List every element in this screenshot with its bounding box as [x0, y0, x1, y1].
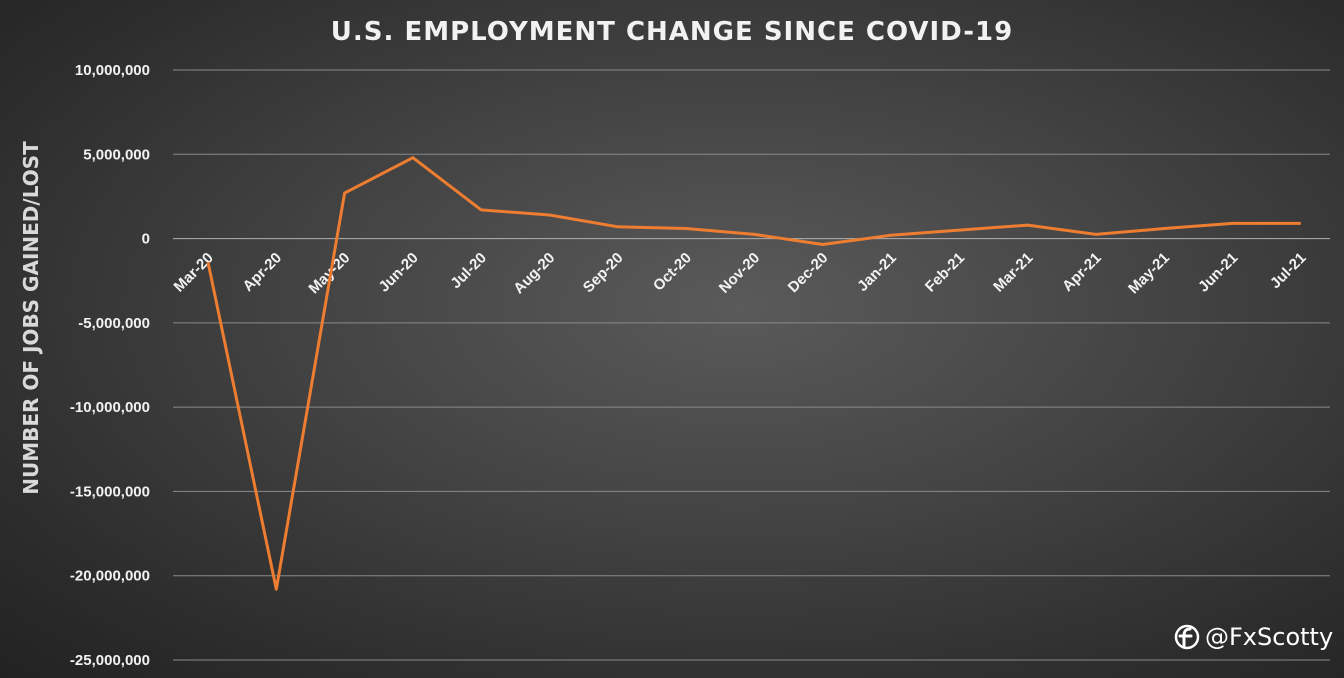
fx-logo-icon: [1174, 624, 1200, 650]
gridlines: [173, 69, 1330, 661]
y-tick-label: 0: [142, 231, 150, 248]
y-tick-label: -5,000,000: [78, 315, 150, 332]
x-tick-label: Mar-21: [990, 249, 1036, 295]
watermark-text: @FxScotty: [1205, 623, 1333, 651]
x-tick-label: May-21: [1125, 249, 1173, 297]
y-tick-label: 5,000,000: [83, 146, 150, 163]
series-layer: [206, 156, 1301, 591]
y-tick-label: -10,000,000: [70, 399, 150, 416]
chart-title: U.S. EMPLOYMENT CHANGE SINCE COVID-19: [331, 17, 1013, 47]
x-tick-label: Feb-21: [922, 249, 968, 295]
x-tick-label: Sep-20: [580, 249, 627, 296]
y-tick-label: 10,000,000: [75, 62, 150, 79]
watermark: @FxScotty: [1174, 623, 1333, 651]
x-tick-label: Dec-20: [785, 249, 832, 296]
x-tick-label: Jul-20: [447, 249, 490, 292]
y-axis-label: NUMBER OF JOBS GAINED/LOST: [19, 141, 43, 495]
y-tick-label: -25,000,000: [70, 652, 150, 669]
x-tick-label: Apr-21: [1059, 249, 1105, 295]
y-tick-label: -15,000,000: [70, 483, 150, 500]
x-tick-label: Nov-20: [716, 249, 763, 296]
x-tick-label: Oct-20: [650, 249, 695, 294]
series-line-employment-change: [206, 156, 1301, 591]
y-tick-label: -20,000,000: [70, 568, 150, 585]
x-tick-label: Jul-21: [1267, 249, 1310, 292]
x-tick-label: Jan-21: [854, 249, 900, 295]
x-tick-label: Jun-20: [376, 249, 422, 295]
x-tick-label: Aug-20: [510, 249, 558, 297]
x-tick-labels: Mar-20 Apr-20 May-20 Jun-20 Jul-20 Aug-20 Sep-…: [171, 249, 1310, 297]
x-tick-label: Jun-21: [1195, 249, 1241, 295]
y-tick-labels: 10,000,000 5,000,000 0 -5,000,000 -10,000,00…: [70, 62, 150, 669]
x-tick-label: Apr-20: [240, 249, 286, 295]
